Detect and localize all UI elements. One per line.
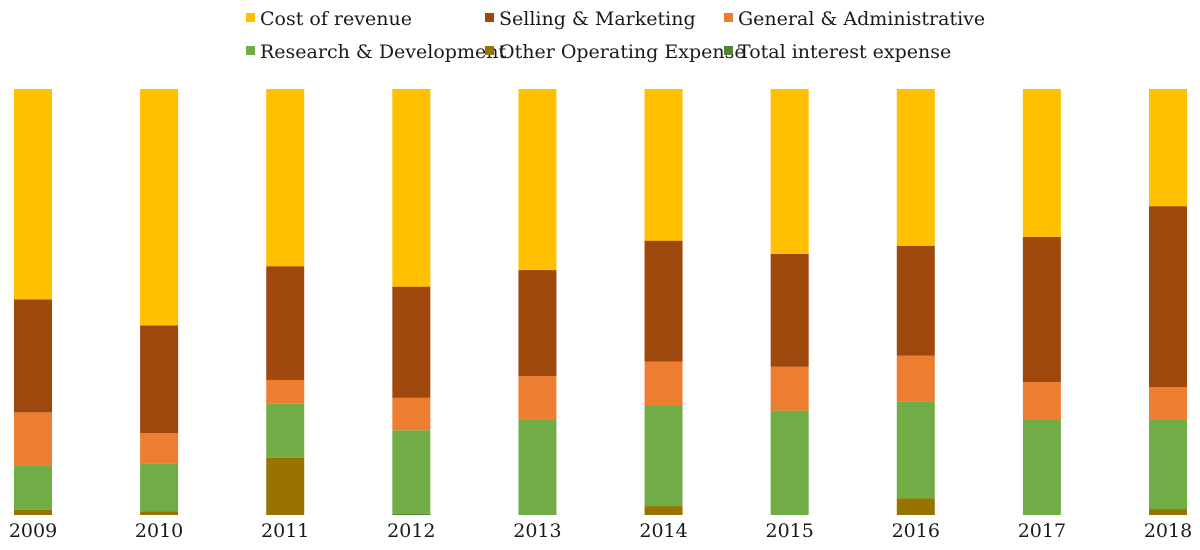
bar-segment-2010-cost-of-revenue — [140, 89, 179, 326]
bar-segment-2018-selling-and-marketing — [1149, 206, 1187, 388]
bar-segment-2018-general-and-administrative — [1149, 387, 1187, 420]
bar-segment-2013-general-and-administrative — [518, 376, 557, 420]
legend-label-cost-of-revenue: Cost of revenue — [260, 8, 412, 30]
bar-segment-2014-selling-and-marketing — [644, 240, 683, 362]
bar-segment-2015-research-and-development — [770, 410, 809, 515]
x-tick-label: 2018 — [1144, 520, 1192, 542]
x-tick-label: 2012 — [387, 520, 435, 542]
bar-segment-2013-cost-of-revenue — [518, 89, 557, 271]
legend-swatch-total-interest-expense — [724, 46, 733, 55]
bar-segment-2012-selling-and-marketing — [392, 286, 431, 398]
bar-segment-2016-selling-and-marketing — [896, 245, 935, 356]
bar-segment-2016-research-and-development — [896, 401, 935, 499]
legend-swatch-other-operating-expense — [485, 46, 494, 55]
bar-segment-2018-research-and-development — [1149, 419, 1187, 510]
legend-label-total-interest-expense: Total interest expense — [738, 41, 951, 63]
bar-segment-2014-cost-of-revenue — [644, 89, 683, 241]
bar-segment-2011-selling-and-marketing — [266, 266, 305, 380]
bar-segment-2010-general-and-administrative — [140, 433, 179, 464]
bar-segment-2012-research-and-development — [392, 430, 431, 514]
x-tick-label: 2013 — [513, 520, 561, 542]
x-tick-label: 2009 — [9, 520, 57, 542]
bar-segment-2017-research-and-development — [1022, 420, 1061, 515]
bar-segment-2014-other-operating-expense — [644, 506, 683, 515]
legend-label-other-operating-expense: Other Operating Expense — [499, 41, 746, 63]
bar-segment-2015-general-and-administrative — [770, 366, 809, 411]
x-tick-label: 2011 — [261, 520, 309, 542]
x-tick-label: 2017 — [1018, 520, 1066, 542]
x-tick-label: 2014 — [639, 520, 687, 542]
bar-segment-2016-general-and-administrative — [896, 355, 935, 402]
legend-swatch-general-and-administrative — [724, 13, 733, 22]
legend: Cost of revenue Selling & Marketing Genera… — [246, 8, 985, 63]
legend-label-general-and-administrative: General & Administrative — [738, 8, 985, 30]
bar-segment-2009-general-and-administrative — [14, 412, 52, 466]
x-axis: 2009 2010 2011 2012 2013 2014 2015 2016 2017 2018 — [9, 520, 1192, 542]
bar-segment-2012-cost-of-revenue — [392, 89, 431, 287]
bar-segment-2015-cost-of-revenue — [770, 89, 809, 254]
x-tick-label: 2015 — [765, 520, 813, 542]
bar-segment-2010-selling-and-marketing — [140, 325, 179, 434]
bar-segment-2013-selling-and-marketing — [518, 270, 557, 377]
bar-segment-2011-cost-of-revenue — [266, 89, 305, 267]
bar-segment-2017-selling-and-marketing — [1022, 236, 1061, 383]
bar-segment-2014-general-and-administrative — [644, 361, 683, 406]
bar-segment-2009-other-operating-expense — [14, 509, 52, 515]
bar-segment-2016-other-operating-expense — [896, 498, 935, 515]
bar-segment-2012-general-and-administrative — [392, 397, 431, 431]
legend-swatch-research-and-development — [246, 46, 255, 55]
bar-segment-2014-research-and-development — [644, 405, 683, 507]
bar-segment-2018-other-operating-expense — [1149, 509, 1187, 515]
bar-segment-2010-research-and-development — [140, 463, 179, 512]
bar-segment-2012-total-interest-expense — [392, 513, 431, 515]
legend-swatch-cost-of-revenue — [246, 13, 255, 22]
plot-area — [14, 89, 1187, 515]
legend-swatch-selling-and-marketing — [485, 13, 494, 22]
bar-segment-2009-cost-of-revenue — [14, 89, 52, 300]
bar-segment-2009-selling-and-marketing — [14, 299, 52, 413]
bar-segment-2010-other-operating-expense — [140, 511, 179, 515]
bar-segment-2015-selling-and-marketing — [770, 253, 809, 367]
bar-segment-2017-cost-of-revenue — [1022, 89, 1061, 237]
bar-segment-2017-general-and-administrative — [1022, 382, 1061, 420]
bar-segment-2011-other-operating-expense — [266, 457, 305, 515]
bar-segment-2016-cost-of-revenue — [896, 89, 935, 246]
bar-segment-2011-general-and-administrative — [266, 379, 305, 404]
x-tick-label: 2016 — [892, 520, 940, 542]
bar-segment-2018-cost-of-revenue — [1149, 89, 1187, 207]
legend-label-selling-and-marketing: Selling & Marketing — [499, 8, 696, 30]
bar-segment-2013-research-and-development — [518, 419, 557, 515]
bar-segment-2009-research-and-development — [14, 465, 52, 510]
x-tick-label: 2010 — [135, 520, 183, 542]
legend-label-research-and-development: Research & Development — [260, 41, 506, 63]
bar-segment-2011-research-and-development — [266, 403, 305, 458]
